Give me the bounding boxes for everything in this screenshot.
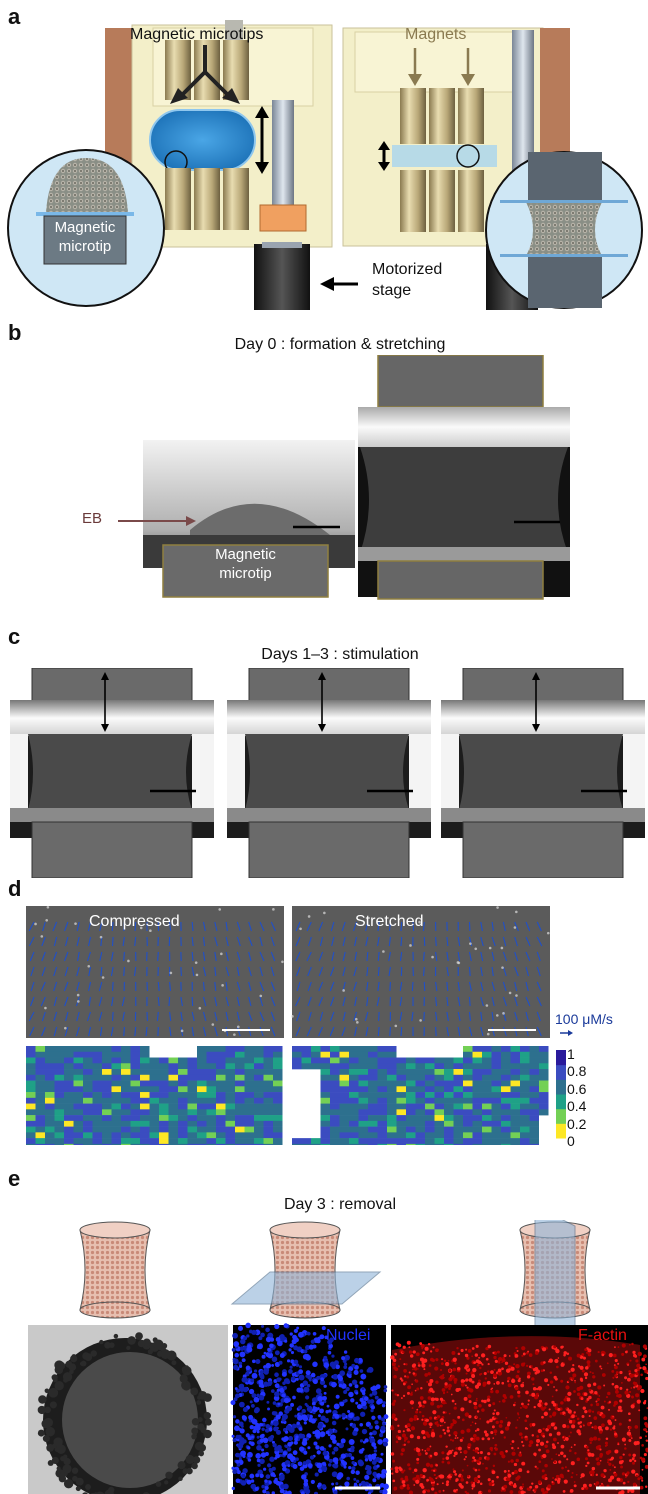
magnetic-microtips-label: Magnetic microtips xyxy=(130,26,264,43)
magnets-label: Magnets xyxy=(405,26,467,43)
panel-e-title: Day 3 : removal xyxy=(283,1196,397,1213)
tip-label-b-line2: microtip xyxy=(219,565,272,582)
colorbar-tick: 0.2 xyxy=(567,1115,587,1132)
device-left xyxy=(105,20,333,250)
velocity-image-stretched xyxy=(291,906,550,1038)
stimulation-frame xyxy=(10,668,214,878)
zoom-circle-right xyxy=(485,151,643,309)
stimulation-frame xyxy=(227,668,431,878)
panel-b-title: Day 0 : formation & stretching xyxy=(234,336,446,353)
motorized-stage-label: Motorized stage xyxy=(372,259,442,301)
colorbar-ticks: 1 0.8 0.6 0.4 0.2 0 xyxy=(567,1046,647,1149)
factin-label: F-actin xyxy=(578,1327,627,1344)
colorbar-tick: 0 xyxy=(567,1133,575,1150)
factin-image xyxy=(390,1325,648,1494)
colorbar-tick: 0.8 xyxy=(567,1063,587,1080)
velocity-image-compressed xyxy=(26,905,284,1038)
panel-label-a: a xyxy=(8,4,21,29)
tip-label-b-line1: Magnetic xyxy=(215,546,276,563)
panel-c-images xyxy=(10,668,645,878)
heatmap-stretched xyxy=(292,1046,549,1145)
compressed-label: Compressed xyxy=(89,913,180,930)
device-schematic xyxy=(7,20,643,310)
magnetic-microtip-label-a: Magnetic microtip xyxy=(44,218,126,256)
motorized-stage-left xyxy=(254,242,310,310)
tip-label-line2: microtip xyxy=(58,238,112,255)
panel-e-images xyxy=(28,1220,648,1494)
cylinder-2 xyxy=(230,1221,382,1319)
nuclei-image xyxy=(230,1322,389,1494)
stage-label-line2: stage xyxy=(372,282,412,299)
stage-label-line1: Motorized xyxy=(372,261,443,278)
velocity-scale-label: 100 μM/s xyxy=(555,1011,613,1027)
tip-label-line1: Magnetic xyxy=(54,219,116,236)
panel-label-d: d xyxy=(8,876,22,901)
magnetic-microtip-label-b: Magnetic microtip xyxy=(163,545,328,583)
panel-label-e: e xyxy=(8,1166,21,1191)
cylinder-1 xyxy=(79,1221,151,1319)
panel-c-title: Days 1–3 : stimulation xyxy=(261,646,419,663)
brightfield-image xyxy=(28,1325,228,1494)
colorbar-tick: 1 xyxy=(567,1046,575,1062)
panel-label-c: c xyxy=(8,624,21,649)
cylinder-3 xyxy=(519,1220,591,1351)
colorbar-tick: 0.6 xyxy=(567,1080,587,1097)
nuclei-label: Nuclei xyxy=(326,1327,371,1344)
colorbar-tick: 0.4 xyxy=(567,1098,587,1115)
panel-b-images xyxy=(118,355,570,600)
zoom-circle-left xyxy=(7,149,165,307)
panel-label-b: b xyxy=(8,320,22,345)
colorbar xyxy=(556,1050,566,1139)
panel-d-images xyxy=(26,905,573,1145)
stretched-label: Stretched xyxy=(355,913,424,930)
stimulation-frame xyxy=(441,668,645,878)
heatmap-compressed xyxy=(26,1046,283,1145)
eb-label: EB xyxy=(82,510,103,527)
